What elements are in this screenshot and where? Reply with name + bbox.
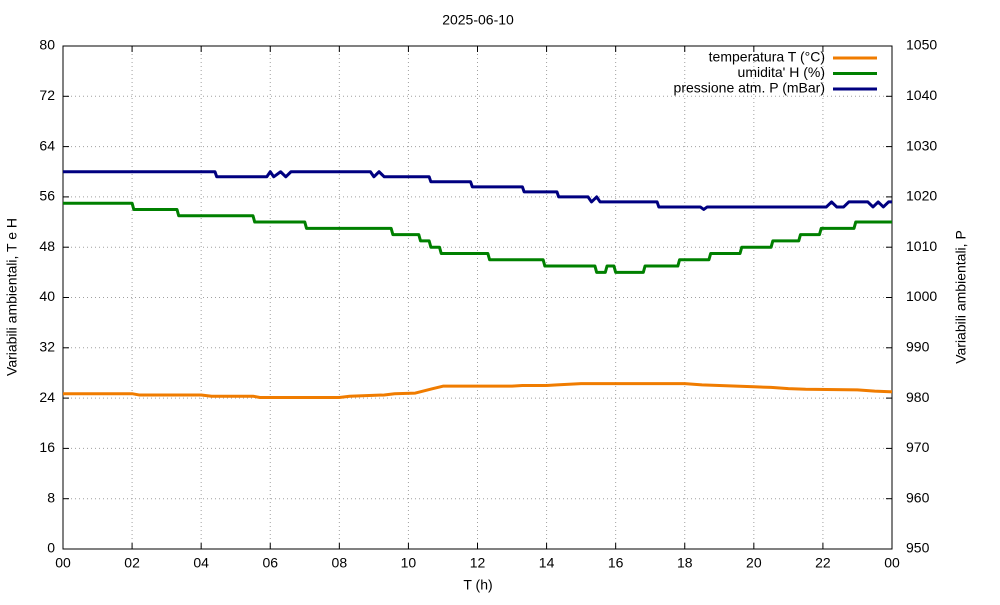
chart-title: 2025-06-10: [442, 12, 514, 28]
x-tick-label: 04: [193, 555, 209, 571]
x-tick-label: 06: [262, 555, 278, 571]
x-tick-label: 08: [332, 555, 348, 571]
x-tick-label: 20: [746, 555, 762, 571]
y-tick-label: 32: [39, 339, 55, 355]
y2-tick-label: 1050: [906, 37, 937, 53]
x-tick-label: 22: [815, 555, 831, 571]
y2-tick-label: 990: [906, 339, 930, 355]
y-tick-label: 16: [39, 439, 55, 455]
legend-label: pressione atm. P (mBar): [674, 80, 825, 96]
x-tick-label: 02: [124, 555, 140, 571]
x-tick-label: 18: [677, 555, 693, 571]
y-tick-label: 80: [39, 37, 55, 53]
y-tick-label: 0: [47, 540, 55, 556]
y-tick-label: 64: [39, 137, 55, 153]
y-tick-label: 56: [39, 188, 55, 204]
y-tick-label: 48: [39, 238, 55, 254]
x-axis-label: T (h): [463, 577, 492, 593]
y-tick-label: 8: [47, 489, 55, 505]
y2-tick-label: 970: [906, 439, 930, 455]
y-tick-label: 72: [39, 87, 55, 103]
y2-tick-label: 960: [906, 489, 930, 505]
plot-frame: [62, 45, 893, 550]
y2-tick-label: 1010: [906, 238, 937, 254]
series-line: [63, 170, 892, 211]
legend-label: umidita' H (%): [738, 64, 825, 80]
y-tick-label: 40: [39, 288, 55, 304]
series-line: [63, 382, 893, 399]
y2-tick-label: 1020: [906, 188, 937, 204]
x-tick-label: 10: [401, 555, 417, 571]
x-tick-label: 00: [55, 555, 71, 571]
x-tick-label: 16: [608, 555, 624, 571]
legend-label: temperatura T (°C): [709, 49, 825, 65]
x-tick-label: 14: [539, 555, 555, 571]
y2-tick-label: 950: [906, 540, 930, 556]
series-line: [63, 201, 892, 274]
x-tick-label: 12: [470, 555, 486, 571]
x-tick-label: 00: [884, 555, 900, 571]
y2-tick-label: 1040: [906, 87, 937, 103]
y2-tick-label: 1030: [906, 137, 937, 153]
y-axis-label: Variabili ambientali, T e H: [4, 218, 20, 376]
y-tick-label: 24: [39, 389, 55, 405]
y2-tick-label: 1000: [906, 288, 937, 304]
y2-axis-label: Variabili ambientali, P: [953, 230, 969, 364]
y2-tick-label: 980: [906, 389, 930, 405]
